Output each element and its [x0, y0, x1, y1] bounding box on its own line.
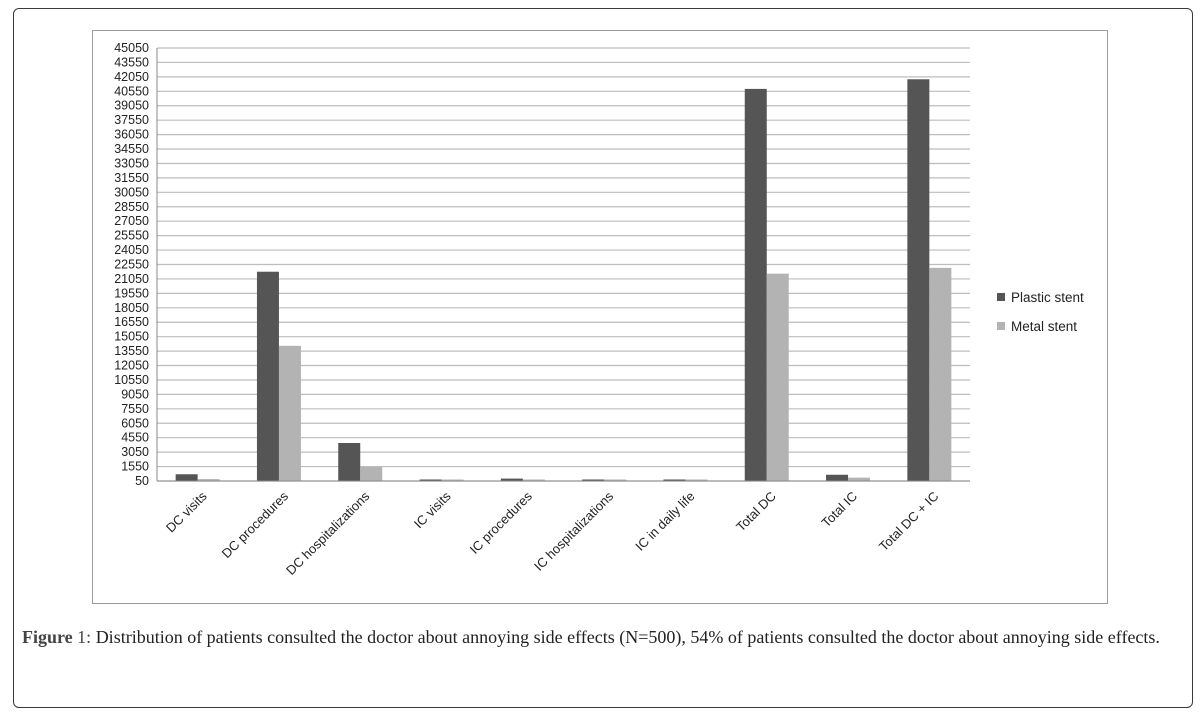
bar-metal: [197, 479, 220, 481]
bar-plastic: [338, 442, 361, 481]
figure-frame: [13, 8, 1193, 708]
y-tick-label: 50: [135, 474, 149, 488]
y-tick-label: 39050: [114, 99, 149, 113]
bar-plastic: [582, 479, 605, 481]
bar-plastic: [826, 474, 849, 481]
y-tick-label: 42050: [114, 70, 149, 84]
y-tick-label: 4550: [121, 431, 149, 445]
y-tick-label: 19550: [114, 286, 149, 300]
bar-chart: 4505043550420504055039050375503605034550…: [114, 41, 1084, 578]
legend-swatch: [997, 293, 1005, 301]
x-tick-label: IC procedures: [467, 488, 536, 557]
y-tick-label: 43550: [114, 55, 149, 69]
y-tick-label: 12050: [114, 359, 149, 373]
bar-plastic: [744, 88, 767, 481]
bar-plastic: [256, 271, 279, 481]
y-tick-label: 10550: [114, 373, 149, 387]
caption-text: Distribution of patients consulted the d…: [91, 627, 1160, 647]
bar-metal: [522, 479, 545, 481]
bar-metal: [278, 345, 301, 481]
y-tick-label: 1550: [121, 460, 149, 474]
y-tick-label: 15050: [114, 330, 149, 344]
bars: [175, 79, 952, 481]
axes: [156, 48, 970, 482]
caption-number: 1:: [77, 627, 92, 647]
x-tick-label: DC visits: [163, 488, 210, 535]
x-tick-label: Total IC: [818, 489, 860, 531]
y-tick-label: 25550: [114, 229, 149, 243]
bar-plastic: [663, 479, 686, 481]
y-tick-label: 28550: [114, 200, 149, 214]
x-tick-label: IC hospitalizations: [531, 488, 617, 574]
chart-area: 45050 43550 42050 40550 39050 37550 36050 34550…: [92, 30, 1108, 604]
y-tick-label: 13550: [114, 344, 149, 358]
y-tick-label: 34550: [114, 142, 149, 156]
y-tick-label: 6050: [121, 416, 149, 430]
y-tick-label: 31550: [114, 171, 149, 185]
x-tick-label: IC in daily life: [632, 489, 697, 554]
x-tick-label: IC visits: [411, 488, 454, 531]
figure-caption: Figure 1: Distribution of patients consu…: [22, 624, 1184, 651]
y-tick-label: 40550: [114, 84, 149, 98]
y-tick-label: 45050: [114, 41, 149, 55]
x-tick-label: Total DC: [733, 489, 779, 535]
bar-metal: [360, 467, 383, 481]
caption-label: Figure: [22, 627, 73, 647]
x-tick-label: Total DC + IC: [876, 489, 942, 555]
bar-plastic: [175, 474, 198, 481]
x-tick-label: DC hospitalizations: [283, 488, 373, 578]
y-tick-label: 27050: [114, 214, 149, 228]
y-tick-label: 21050: [114, 272, 149, 286]
y-tick-label: 24050: [114, 243, 149, 257]
bar-metal: [929, 267, 952, 481]
y-tick-label: 36050: [114, 128, 149, 142]
y-tick-label: 7550: [121, 402, 149, 416]
legend-label: Metal stent: [1011, 319, 1077, 334]
bar-metal: [766, 273, 789, 481]
y-tick-label: 16550: [114, 315, 149, 329]
x-tick-label: DC procedures: [219, 488, 292, 561]
y-tick-label: 22550: [114, 258, 149, 272]
y-axis-ticks: 4505043550420504055039050375503605034550…: [114, 41, 149, 488]
legend: Plastic stent Metal stent: [997, 290, 1084, 334]
y-tick-label: 30050: [114, 185, 149, 199]
y-tick-label: 33050: [114, 156, 149, 170]
bar-metal: [604, 479, 627, 481]
bar-metal: [685, 479, 708, 481]
legend-swatch: [997, 322, 1005, 330]
y-tick-label: 3050: [121, 445, 149, 459]
y-tick-label: 18050: [114, 301, 149, 315]
bar-plastic: [419, 479, 442, 481]
y-tick-label: 37550: [114, 113, 149, 127]
bar-metal: [441, 479, 464, 481]
y-tick-label: 9050: [121, 387, 149, 401]
bar-metal: [848, 477, 871, 481]
bar-plastic: [907, 79, 930, 481]
legend-label: Plastic stent: [1011, 290, 1084, 305]
bar-plastic: [500, 478, 523, 481]
